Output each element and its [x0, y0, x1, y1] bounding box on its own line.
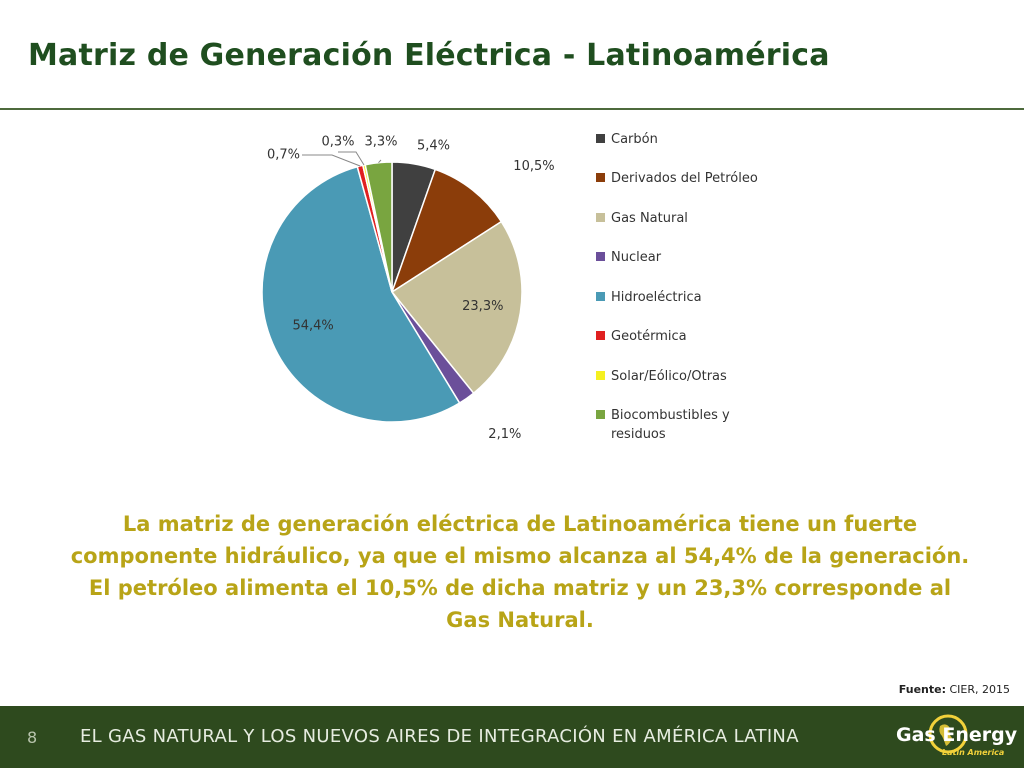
legend-item: Nuclear — [596, 248, 816, 267]
pie-slice-2 — [390, 168, 503, 294]
slice-label: 3,3% — [364, 135, 397, 150]
source-value: CIER, 2015 — [949, 683, 1010, 696]
pie-slice-3 — [390, 220, 523, 395]
legend-swatch — [596, 134, 605, 143]
company-logo: Gas Energy Latin America — [896, 714, 1018, 764]
legend-item: Derivados del Petróleo — [596, 169, 816, 188]
pie-chart: 5,4% 10,5% 23,3% 2,1% 54,4% 0,7% 0,3% 3,3% — [261, 135, 555, 443]
slice-label: 54,4% — [292, 319, 333, 334]
legend-swatch — [596, 173, 605, 182]
legend-item: Gas Natural — [596, 209, 816, 228]
legend-swatch — [596, 213, 605, 222]
legend-swatch — [596, 371, 605, 380]
pie-slice-5 — [261, 165, 461, 423]
slice-label: 5,4% — [417, 139, 450, 154]
legend-label: Carbón — [611, 132, 658, 147]
legend-item: Hidroeléctrica — [596, 288, 816, 307]
legend-label: Gas Natural — [611, 211, 688, 226]
slice-label: 10,5% — [513, 159, 554, 174]
legend-label: Hidroeléctrica — [611, 290, 702, 305]
legend-label: Geotérmica — [611, 329, 687, 344]
footer-bar: 8 EL GAS NATURAL Y LOS NUEVOS AIRES DE I… — [0, 706, 1024, 768]
legend-label: Biocombustibles y residuos — [611, 408, 730, 442]
slice-label: 23,3% — [462, 299, 503, 314]
slice-label: 0,3% — [321, 135, 354, 150]
legend-label: Solar/Eólico/Otras — [611, 369, 727, 384]
leader-line — [302, 154, 361, 167]
legend-swatch — [596, 252, 605, 261]
source-citation: Fuente: CIER, 2015 — [899, 683, 1010, 696]
legend-label: Derivados del Petróleo — [611, 171, 758, 186]
title-divider — [0, 108, 1024, 110]
legend-item: Biocombustibles y residuos — [596, 406, 816, 444]
legend-label: Nuclear — [611, 250, 662, 265]
summary-text: La matriz de generación eléctrica de Lat… — [70, 512, 970, 632]
legend-item: Solar/Eólico/Otras — [596, 367, 816, 386]
source-label: Fuente: — [898, 683, 946, 696]
legend-item: Geotérmica — [596, 327, 816, 346]
legend-item: Carbón — [596, 130, 816, 149]
logo-subtitle: Latin America — [942, 748, 1005, 757]
leader-line — [338, 151, 365, 166]
legend-swatch — [596, 331, 605, 340]
slice-label: 0,7% — [267, 148, 300, 163]
page-title: Matriz de Generación Eléctrica - Latinoa… — [28, 38, 830, 73]
footer-text: EL GAS NATURAL Y LOS NUEVOS AIRES DE INT… — [80, 726, 799, 747]
page-number: 8 — [27, 728, 38, 747]
legend-swatch — [596, 292, 605, 301]
pie-leader-lines — [302, 151, 382, 167]
legend-swatch — [596, 410, 605, 419]
slice-label: 2,1% — [488, 427, 521, 442]
pie-slices — [261, 161, 523, 423]
leader-line — [378, 159, 382, 164]
pie-labels: 5,4% 10,5% 23,3% 2,1% 54,4% 0,7% 0,3% 3,3% — [267, 135, 555, 443]
globe-icon — [928, 714, 968, 754]
logo-name: Gas Energy — [896, 724, 1018, 746]
